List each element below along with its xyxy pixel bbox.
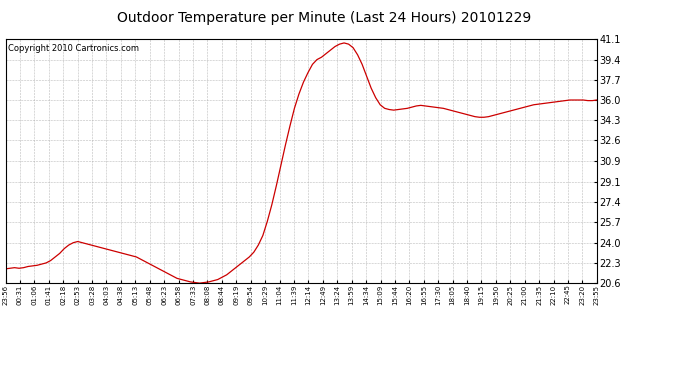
Text: Copyright 2010 Cartronics.com: Copyright 2010 Cartronics.com bbox=[8, 44, 139, 53]
Text: Outdoor Temperature per Minute (Last 24 Hours) 20101229: Outdoor Temperature per Minute (Last 24 … bbox=[117, 11, 531, 25]
